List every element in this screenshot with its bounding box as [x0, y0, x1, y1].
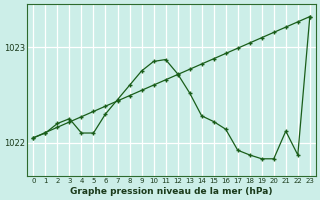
X-axis label: Graphe pression niveau de la mer (hPa): Graphe pression niveau de la mer (hPa)	[70, 187, 273, 196]
